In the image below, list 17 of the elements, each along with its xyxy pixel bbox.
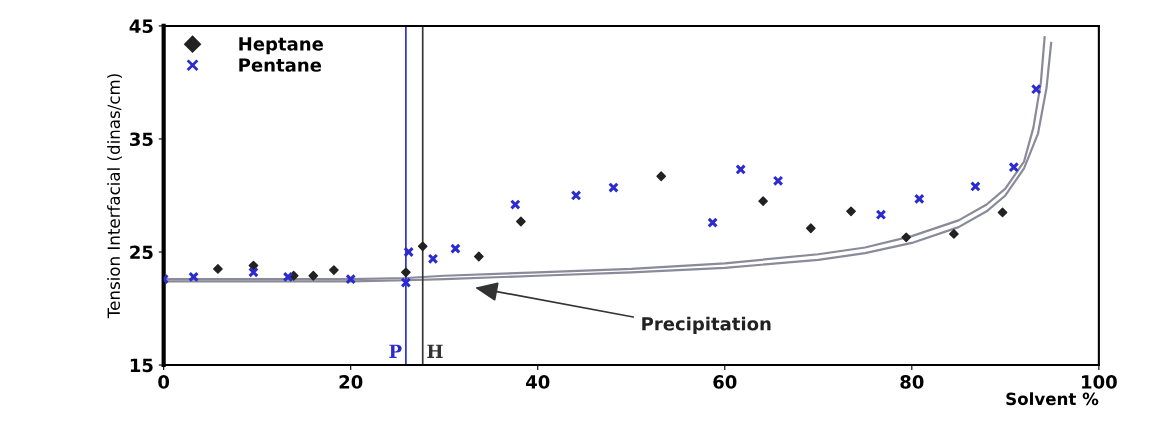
legend-label: Heptane [239,37,324,55]
y-axis-title: Tension Interfacial (dinas/cm) [107,74,122,319]
y-tick-label: 15 [130,358,153,373]
y-tick-label: 25 [130,245,153,260]
x-axis-title: Solvent % [1006,392,1099,406]
annotation: Precipitation [642,316,771,335]
y-tick-label: 45 [129,19,153,34]
legend-label: Pentane [239,58,322,72]
ref-line-label: P [389,344,402,358]
x-tick-label: 100 [1082,375,1117,389]
x-tick-label: 60 [713,375,737,389]
x-tick-label: 0 [158,375,170,389]
x-tick-label: 40 [525,375,550,389]
x-tick-label: 20 [339,375,363,389]
x-tick-label: 80 [900,375,924,389]
y-tick-label: 35 [130,132,153,147]
ref-line-label: H [427,344,443,358]
